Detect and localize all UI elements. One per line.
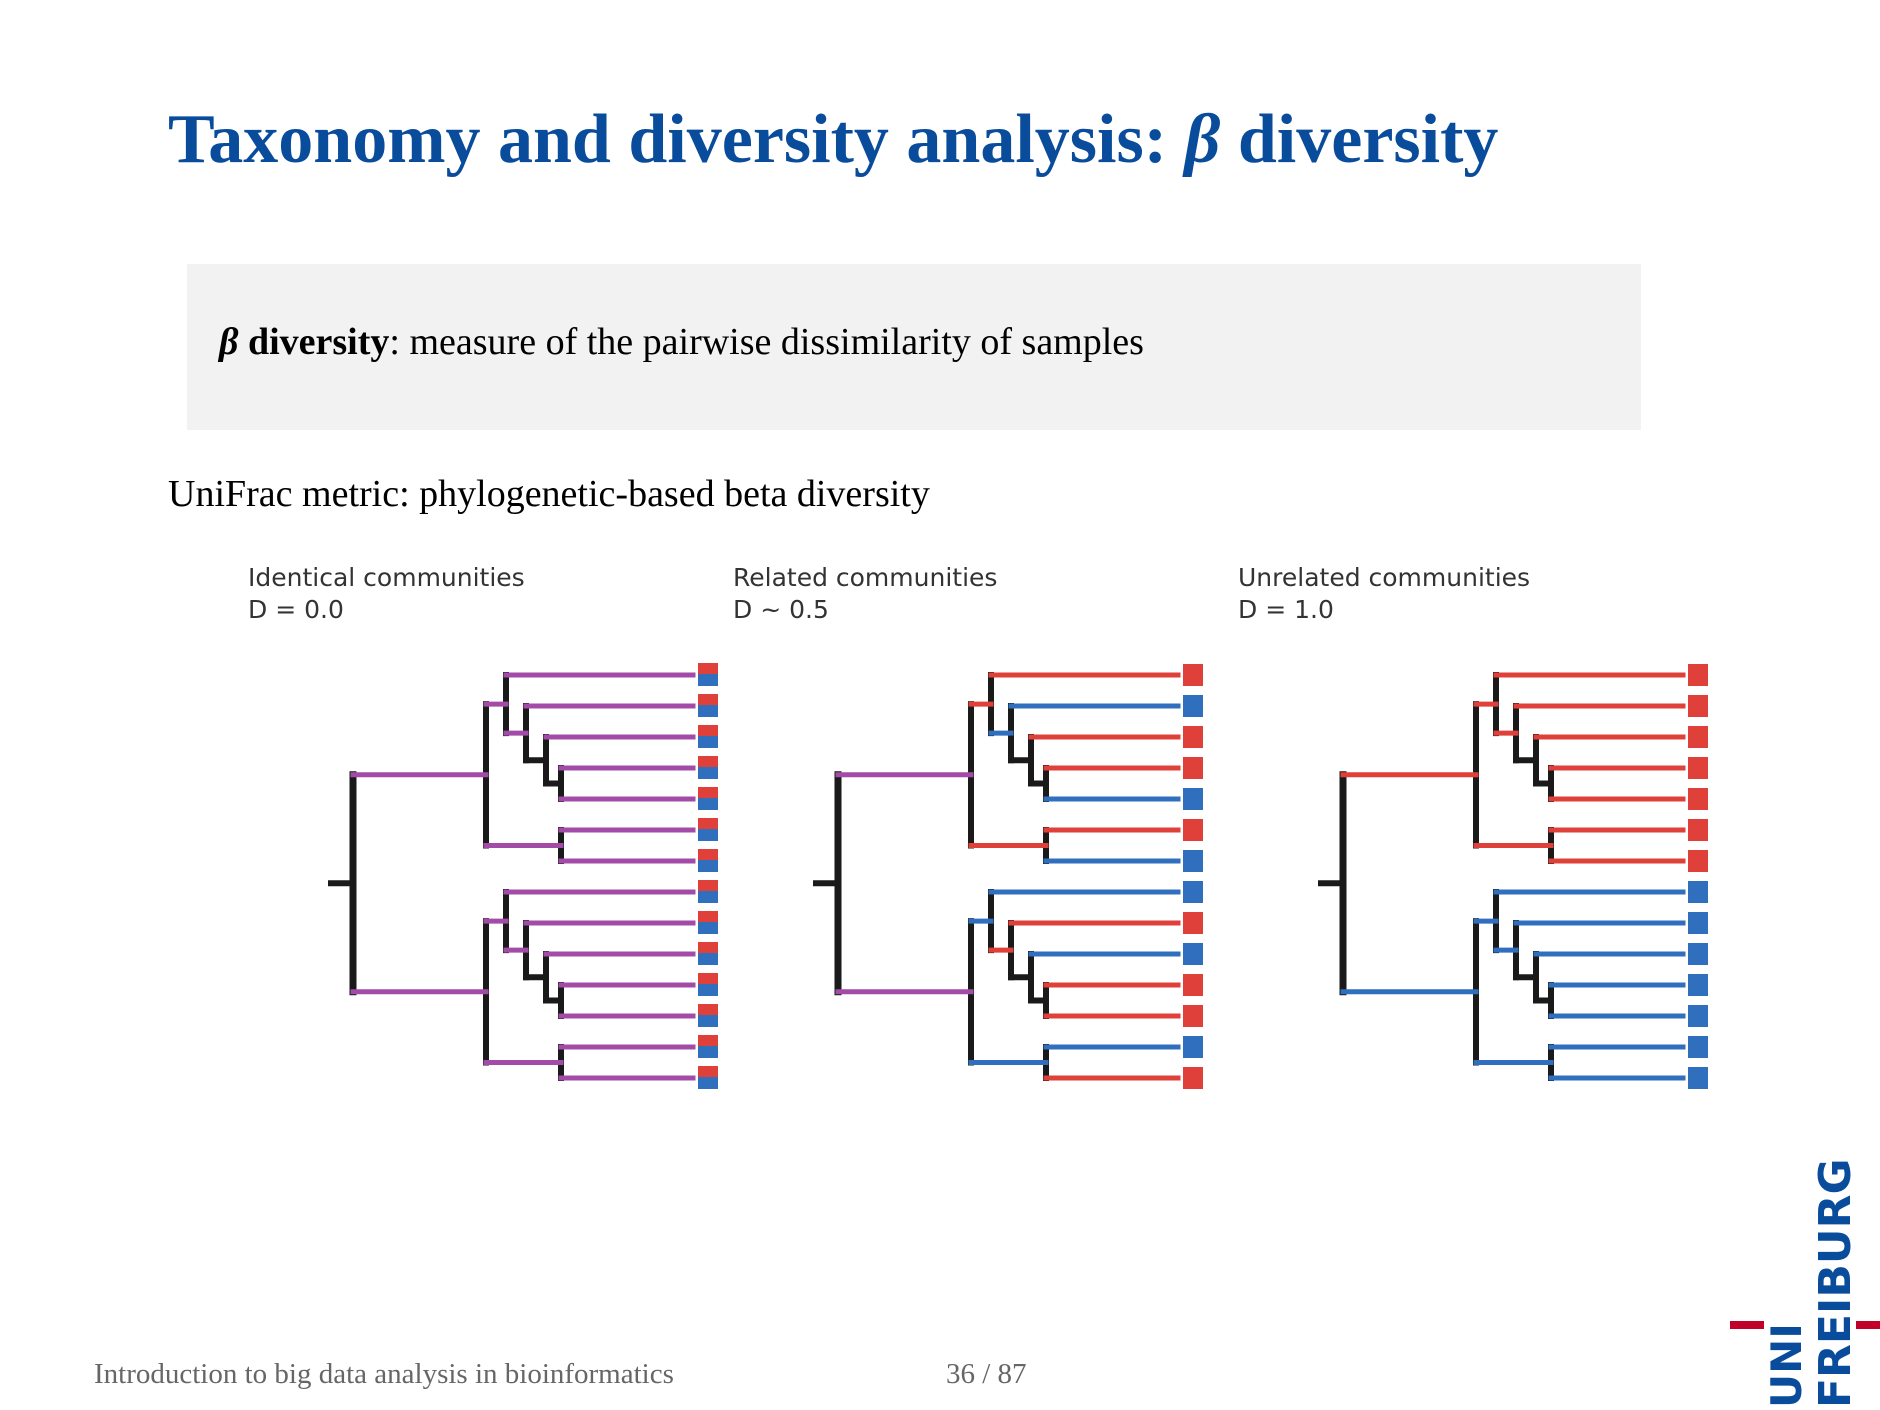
leaf-box-red	[698, 663, 718, 674]
leaf-box-red	[698, 973, 718, 984]
slide-title: Taxonomy and diversity analysis: β diver…	[168, 100, 1498, 180]
definition-term: diversity	[247, 321, 390, 363]
logo-bar-left	[1730, 1321, 1764, 1329]
definition-box	[187, 264, 1641, 430]
logo-uni: UNI	[1762, 1323, 1811, 1408]
leaf-box	[1688, 912, 1708, 934]
tree-unrelated	[1318, 664, 1708, 1089]
leaf-box	[1688, 881, 1708, 903]
leaf-box-red	[698, 1004, 718, 1015]
leaf-box-red	[698, 942, 718, 953]
panel-unrelated-label: Unrelated communities D = 1.0	[1238, 562, 1530, 626]
panel-identical-title: Identical communities	[248, 563, 525, 592]
leaf-box	[1183, 695, 1203, 717]
footer-course-title: Introduction to big data analysis in bio…	[94, 1358, 674, 1390]
leaf-box-red	[698, 725, 718, 736]
leaf-box-blue	[698, 922, 718, 934]
leaf-box-blue	[698, 674, 718, 686]
leaf-box	[1183, 819, 1203, 841]
definition-beta: β	[219, 321, 239, 363]
leaf-box	[1183, 943, 1203, 965]
leaf-box-red	[698, 880, 718, 891]
leaf-box-blue	[698, 736, 718, 748]
leaf-box	[1183, 850, 1203, 872]
leaf-box-red	[698, 1066, 718, 1077]
leaf-box	[1183, 974, 1203, 996]
leaf-box-blue	[698, 829, 718, 841]
tree-identical	[328, 663, 718, 1089]
tree-related	[813, 664, 1203, 1089]
leaf-box-blue	[698, 798, 718, 810]
leaf-box-blue	[698, 705, 718, 717]
leaf-box	[1183, 912, 1203, 934]
leaf-box	[1183, 1067, 1203, 1089]
leaf-box	[1688, 757, 1708, 779]
leaf-box	[1688, 850, 1708, 872]
leaf-box-blue	[698, 953, 718, 965]
leaf-box-red	[698, 818, 718, 829]
leaf-box-red	[698, 694, 718, 705]
leaf-box	[1183, 788, 1203, 810]
leaf-box	[1688, 1067, 1708, 1089]
leaf-box	[1688, 695, 1708, 717]
leaf-box	[1688, 788, 1708, 810]
leaf-box	[1183, 664, 1203, 686]
logo-freiburg: FREIBURG	[1810, 1158, 1861, 1408]
leaf-box-red	[698, 756, 718, 767]
logo-bar-right	[1856, 1321, 1880, 1329]
leaf-box	[1688, 974, 1708, 996]
leaf-box	[1688, 943, 1708, 965]
leaf-box-blue	[698, 1077, 718, 1089]
leaf-box	[1183, 1036, 1203, 1058]
leaf-box-blue	[698, 984, 718, 996]
leaf-box	[1688, 664, 1708, 686]
leaf-box	[1183, 757, 1203, 779]
definition-text: β diversity: measure of the pairwise dis…	[219, 320, 1144, 364]
title-end: diversity	[1220, 101, 1499, 178]
panel-related-d: D ~ 0.5	[733, 595, 829, 624]
panel-unrelated-d: D = 1.0	[1238, 595, 1334, 624]
panel-identical-d: D = 0.0	[248, 595, 344, 624]
panel-related-title: Related communities	[733, 563, 998, 592]
leaf-box-blue	[698, 891, 718, 903]
leaf-box	[1183, 881, 1203, 903]
leaf-box-red	[698, 1035, 718, 1046]
leaf-box-blue	[698, 767, 718, 779]
panel-unrelated-title: Unrelated communities	[1238, 563, 1531, 592]
leaf-box	[1688, 726, 1708, 748]
leaf-box	[1688, 1005, 1708, 1027]
panel-related-label: Related communities D ~ 0.5	[733, 562, 997, 626]
leaf-box-blue	[698, 1046, 718, 1058]
panel-identical-label: Identical communities D = 0.0	[248, 562, 525, 626]
leaf-box	[1183, 726, 1203, 748]
leaf-box-red	[698, 787, 718, 798]
leaf-box-red	[698, 911, 718, 922]
leaf-box-blue	[698, 1015, 718, 1027]
definition-body: : measure of the pairwise dissimilarity …	[389, 321, 1144, 363]
leaf-box-blue	[698, 860, 718, 872]
uni-freiburg-logo: UNI FREIBURG	[1720, 1158, 1880, 1410]
leaf-box	[1183, 1005, 1203, 1027]
leaf-box	[1688, 1036, 1708, 1058]
page-number: 36 / 87	[946, 1358, 1027, 1390]
title-beta: β	[1184, 101, 1221, 178]
leaf-box	[1688, 819, 1708, 841]
title-text: Taxonomy and diversity analysis:	[168, 101, 1185, 178]
unifrac-subtitle: UniFrac metric: phylogenetic-based beta …	[168, 473, 930, 515]
leaf-box-red	[698, 849, 718, 860]
